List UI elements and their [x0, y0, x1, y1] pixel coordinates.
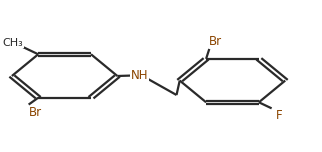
Text: Br: Br [28, 106, 42, 119]
Text: F: F [276, 109, 283, 122]
Text: Br: Br [209, 35, 222, 48]
Text: NH: NH [131, 69, 148, 82]
Text: CH₃: CH₃ [2, 38, 23, 48]
